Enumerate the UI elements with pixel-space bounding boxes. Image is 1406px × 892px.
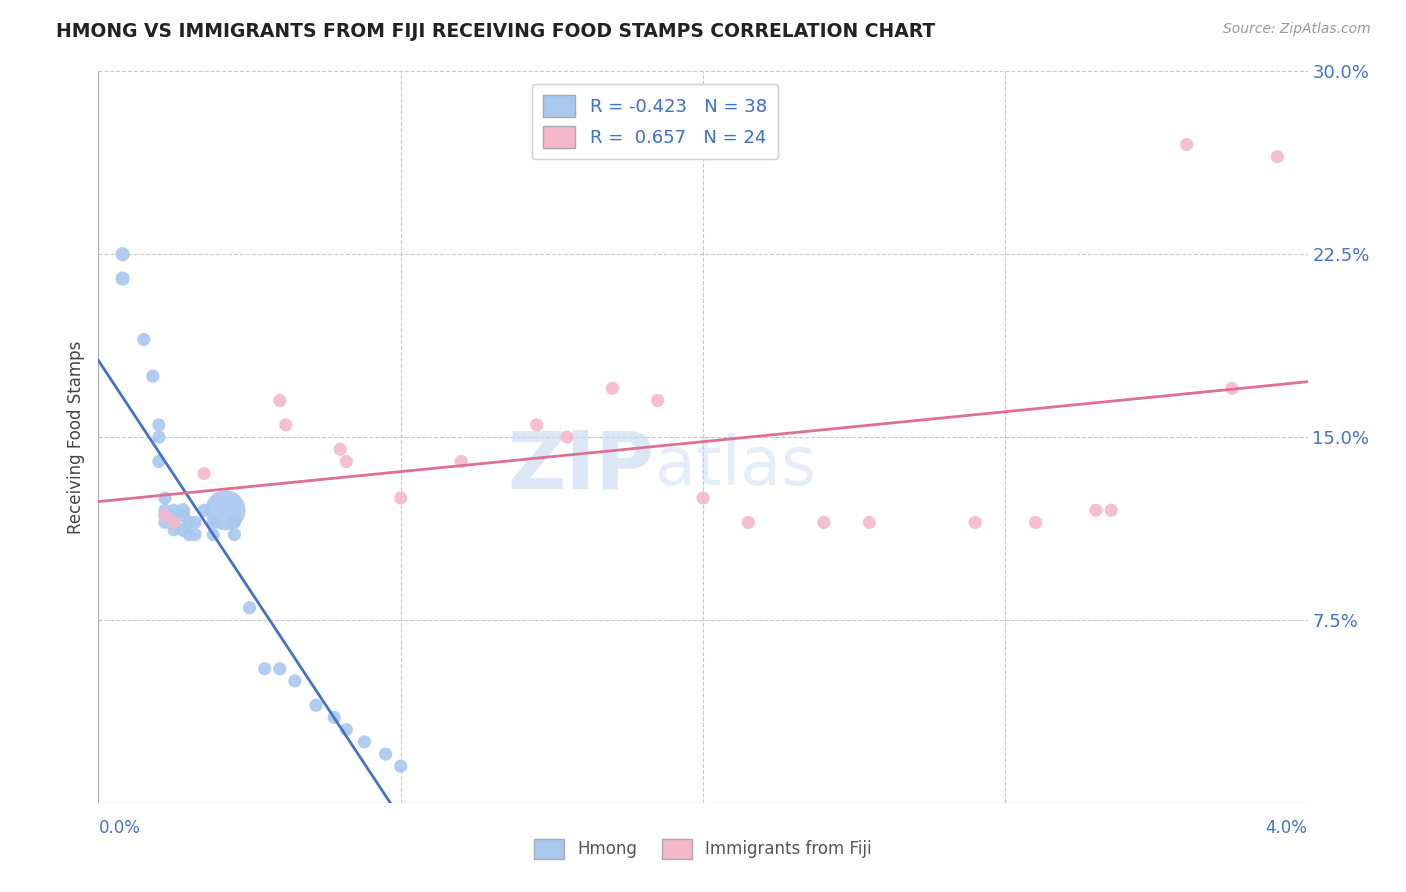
Point bbox=[148, 454, 170, 468]
Text: 0.0%: 0.0% bbox=[98, 819, 141, 837]
Point bbox=[224, 527, 246, 541]
Point bbox=[153, 491, 176, 505]
Point bbox=[153, 508, 176, 522]
Point bbox=[1099, 503, 1122, 517]
Text: HMONG VS IMMIGRANTS FROM FIJI RECEIVING FOOD STAMPS CORRELATION CHART: HMONG VS IMMIGRANTS FROM FIJI RECEIVING … bbox=[56, 22, 935, 41]
Point bbox=[1220, 381, 1243, 395]
Point bbox=[965, 516, 987, 530]
Point bbox=[274, 417, 297, 432]
Text: ZIP: ZIP bbox=[508, 427, 655, 506]
Point bbox=[284, 673, 307, 688]
Point bbox=[142, 369, 165, 384]
Point bbox=[163, 523, 186, 537]
Point bbox=[526, 417, 548, 432]
Y-axis label: Receiving Food Stamps: Receiving Food Stamps bbox=[66, 341, 84, 533]
Point bbox=[172, 503, 194, 517]
Point bbox=[647, 393, 669, 408]
Point bbox=[163, 503, 186, 517]
Point bbox=[163, 508, 186, 522]
Point bbox=[214, 503, 236, 517]
Point bbox=[153, 508, 176, 522]
Point bbox=[389, 491, 412, 505]
Point bbox=[184, 516, 207, 530]
Point bbox=[450, 454, 472, 468]
Legend: Hmong, Immigrants from Fiji: Hmong, Immigrants from Fiji bbox=[527, 832, 879, 866]
Point bbox=[335, 723, 357, 737]
Point bbox=[153, 503, 176, 517]
Point bbox=[172, 523, 194, 537]
Legend: R = -0.423   N = 38, R =  0.657   N = 24: R = -0.423 N = 38, R = 0.657 N = 24 bbox=[531, 84, 778, 159]
Point bbox=[1085, 503, 1108, 517]
Point bbox=[353, 735, 375, 749]
Point bbox=[179, 516, 201, 530]
Point bbox=[224, 516, 246, 530]
Point bbox=[323, 710, 346, 724]
Point bbox=[132, 333, 155, 347]
Point bbox=[737, 516, 759, 530]
Point bbox=[202, 527, 225, 541]
Point bbox=[269, 662, 291, 676]
Point bbox=[305, 698, 328, 713]
Text: 4.0%: 4.0% bbox=[1265, 819, 1308, 837]
Point bbox=[1175, 137, 1198, 152]
Point bbox=[269, 393, 291, 408]
Point bbox=[602, 381, 624, 395]
Point bbox=[202, 516, 225, 530]
Point bbox=[555, 430, 578, 444]
Point bbox=[858, 516, 880, 530]
Point bbox=[335, 454, 357, 468]
Text: Source: ZipAtlas.com: Source: ZipAtlas.com bbox=[1223, 22, 1371, 37]
Point bbox=[111, 247, 134, 261]
Point bbox=[193, 503, 215, 517]
Point bbox=[111, 271, 134, 285]
Point bbox=[1025, 516, 1047, 530]
Point bbox=[172, 508, 194, 522]
Point bbox=[153, 516, 176, 530]
Point bbox=[1267, 150, 1289, 164]
Point bbox=[163, 516, 186, 530]
Point bbox=[692, 491, 714, 505]
Text: atlas: atlas bbox=[655, 434, 815, 500]
Point bbox=[239, 600, 262, 615]
Point bbox=[193, 467, 215, 481]
Point bbox=[148, 417, 170, 432]
Point bbox=[329, 442, 352, 457]
Point bbox=[148, 430, 170, 444]
Point bbox=[184, 527, 207, 541]
Point bbox=[374, 747, 396, 761]
Point bbox=[163, 516, 186, 530]
Point bbox=[253, 662, 276, 676]
Point bbox=[179, 527, 201, 541]
Point bbox=[813, 516, 835, 530]
Point bbox=[389, 759, 412, 773]
